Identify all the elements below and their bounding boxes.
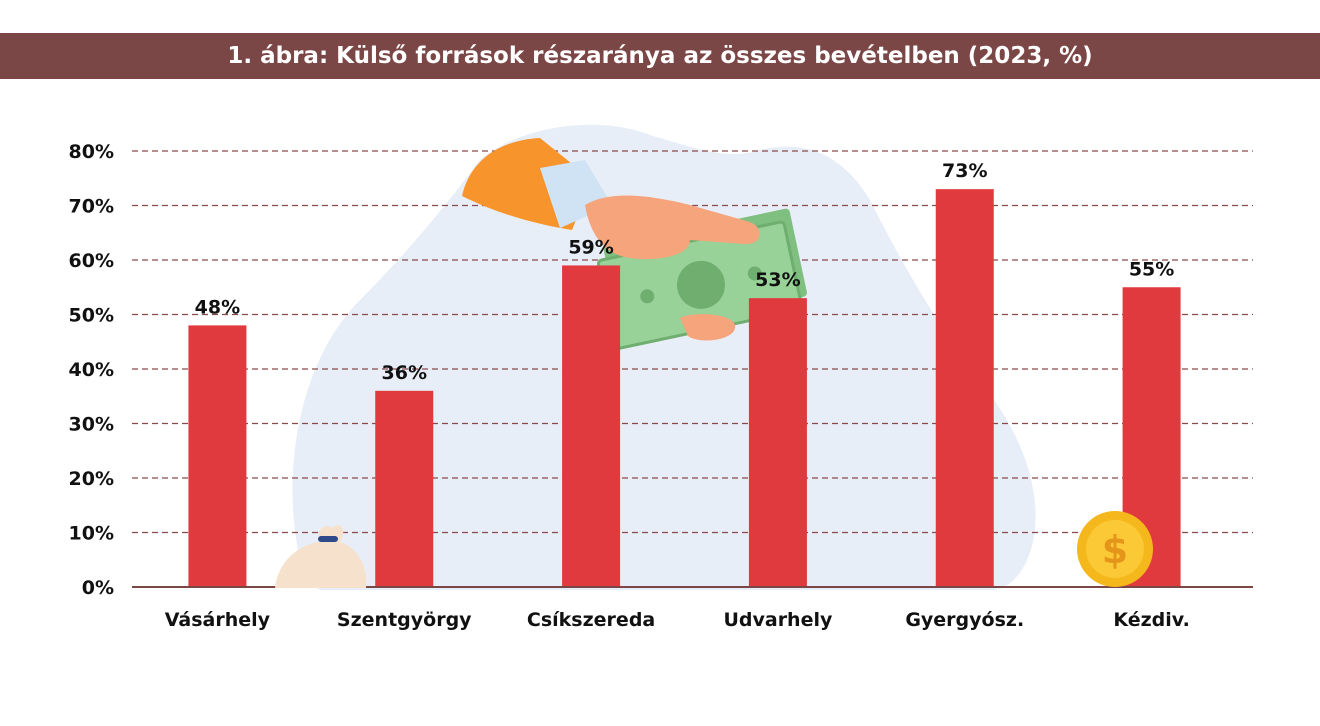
- data-label-4: 53%: [755, 269, 800, 291]
- x-category-label-6: Kézdiv.: [1113, 609, 1190, 631]
- y-tick-label: 70%: [69, 196, 114, 218]
- bars: [188, 189, 1181, 587]
- y-tick-label: 30%: [69, 414, 114, 436]
- y-tick-label: 20%: [69, 468, 114, 490]
- data-label-1: 48%: [195, 296, 240, 318]
- y-tick-label: 80%: [69, 141, 114, 163]
- x-axis-categories: Vásárhely Szentgyörgy Csíkszereda Udvarhely…: [165, 609, 1190, 631]
- y-tick-label: 0%: [82, 577, 114, 599]
- coin-dollar-symbol: $: [1102, 528, 1128, 572]
- background-blob: [292, 124, 1036, 590]
- bar-3: [562, 265, 621, 587]
- x-category-label-2: Szentgyörgy: [337, 609, 472, 631]
- data-label-6: 55%: [1129, 258, 1174, 280]
- data-label-5: 73%: [942, 160, 987, 182]
- x-category-label-3: Csíkszereda: [527, 609, 655, 631]
- y-tick-label: 40%: [69, 359, 114, 381]
- title-banner: 1. ábra: Külső források részaránya az ös…: [0, 33, 1320, 79]
- y-tick-label: 60%: [69, 250, 114, 272]
- x-category-label-1: Vásárhely: [165, 609, 271, 631]
- y-tick-label: 50%: [69, 305, 114, 327]
- money-bag-icon: [275, 525, 367, 588]
- dollar-coin-icon: $: [1077, 511, 1153, 587]
- y-tick-label: 10%: [69, 523, 114, 545]
- data-labels: 48% 36% 59% 53% 73% 55%: [195, 160, 1175, 384]
- data-label-2: 36%: [382, 362, 427, 384]
- chart-title: 1. ábra: Külső források részaránya az ös…: [227, 43, 1093, 69]
- y-axis-ticks: 0% 10% 20% 30% 40% 50% 60% 70% 80%: [69, 141, 114, 599]
- x-category-label-5: Gyergyósz.: [905, 609, 1024, 631]
- data-label-3: 59%: [568, 236, 613, 258]
- bar-1: [188, 325, 247, 587]
- bar-5: [935, 189, 994, 587]
- bar-2: [375, 390, 434, 587]
- x-category-label-4: Udvarhely: [723, 609, 833, 631]
- bar-4: [748, 298, 807, 587]
